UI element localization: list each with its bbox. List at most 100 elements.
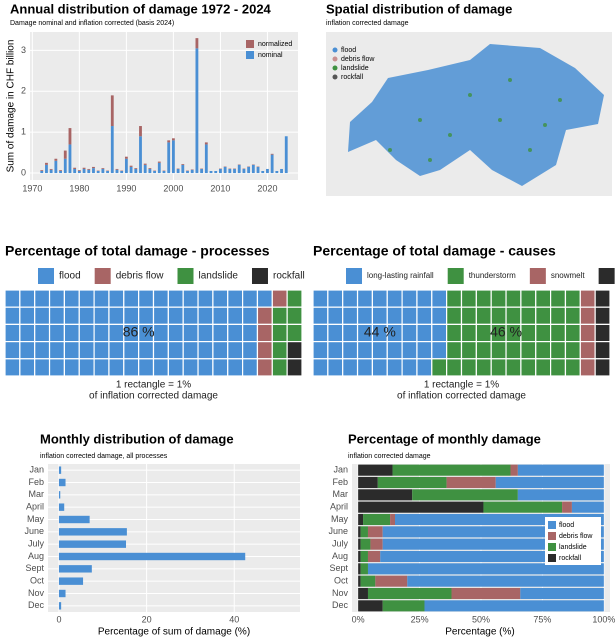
waffle-cell <box>286 341 303 360</box>
bar-segment <box>360 550 368 563</box>
bar <box>54 160 58 174</box>
waffle-cell <box>416 306 433 326</box>
bar-segment <box>360 575 376 587</box>
bar <box>280 168 283 174</box>
waffle-cell <box>505 289 522 308</box>
bar <box>110 126 114 174</box>
waffle-cell <box>327 323 344 343</box>
bar <box>115 169 119 174</box>
waffle-cell <box>475 341 492 360</box>
y-tick-label: Dec <box>28 600 45 610</box>
waffle-cell <box>564 323 581 343</box>
waffle-cell <box>356 289 373 308</box>
waffle-cell <box>564 341 581 360</box>
y-tick-label: Jan <box>333 465 348 475</box>
waffle-cell <box>227 289 244 308</box>
y-tick-label: 0 <box>21 167 26 177</box>
bar <box>181 164 185 165</box>
bar-segment <box>395 513 604 526</box>
waffle-cell <box>167 358 184 377</box>
waffle-cell <box>431 341 448 360</box>
waffle-cell <box>138 341 155 360</box>
x-tick-label: 2000 <box>163 183 183 193</box>
waffle-cell <box>286 306 303 326</box>
waffle-cell <box>63 289 80 308</box>
legend-label: rockfall <box>341 74 364 81</box>
waffle-cell <box>63 323 80 343</box>
bar <box>171 140 175 174</box>
waffle-cell <box>182 289 199 308</box>
bar <box>92 166 95 169</box>
bar <box>58 466 62 474</box>
map-texture <box>388 78 562 162</box>
bar <box>195 38 199 49</box>
legend-swatch <box>548 521 556 529</box>
bar <box>115 168 119 170</box>
waffle-cell <box>271 358 288 377</box>
waffle-cell <box>93 341 110 360</box>
waffle-cell <box>371 306 388 326</box>
value-label: 46 % <box>490 324 522 340</box>
waffle-cell <box>386 289 403 308</box>
waffle-cell <box>48 323 65 343</box>
bar <box>124 156 128 159</box>
x-tick-label: 20 <box>142 614 152 624</box>
waffle-cell <box>108 358 125 377</box>
x-axis-label: Percentage of sum of damage (%) <box>98 627 250 638</box>
bar <box>148 168 152 169</box>
waffle-cell <box>212 289 229 308</box>
bar <box>63 150 67 159</box>
legend-swatch <box>38 268 54 284</box>
waffle-cell <box>594 306 611 326</box>
waffle-cell <box>242 341 259 360</box>
bar-segment <box>451 587 521 600</box>
caption: of inflation corrected damage <box>89 391 218 402</box>
chart-subtitle: inflation corrected damage <box>348 453 431 460</box>
legend-label: flood <box>559 522 574 529</box>
bar-segment <box>571 501 604 513</box>
waffle-cell <box>152 306 169 326</box>
bar <box>101 168 105 174</box>
waffle-cell <box>63 358 80 377</box>
y-axis-label: Sum of damage in CHF billion <box>6 40 17 173</box>
bar-segment <box>517 464 604 476</box>
waffle-cell <box>19 341 36 360</box>
legend-label: landslide <box>341 65 369 72</box>
waffle-cell <box>197 306 214 326</box>
waffle-cell <box>549 306 567 326</box>
waffle-cell <box>475 306 492 326</box>
waffle-cell <box>416 323 433 343</box>
waffle-cell <box>123 306 140 326</box>
bar <box>129 166 133 174</box>
y-tick-label: Nov <box>28 588 45 598</box>
waffle-cell <box>138 306 155 326</box>
x-tick-label: 2020 <box>257 183 277 193</box>
bar <box>204 144 208 174</box>
bar <box>45 164 48 174</box>
bar <box>237 164 241 174</box>
bar <box>58 552 246 561</box>
legend-marker <box>332 47 338 53</box>
waffle-cell <box>4 341 21 360</box>
x-tick-label: 0% <box>352 614 365 624</box>
waffle-cell <box>108 341 125 360</box>
bar-segment <box>363 513 391 526</box>
waffle-cell <box>271 341 288 360</box>
caption: of inflation corrected damage <box>397 391 526 402</box>
y-tick-label: 1 <box>21 127 26 137</box>
waffle-cell <box>520 358 537 377</box>
waffle-cell <box>327 306 344 326</box>
caption: 1 rectangle = 1% <box>116 380 191 391</box>
waffle-cell <box>431 289 448 308</box>
legend-swatch <box>251 268 268 284</box>
bar <box>101 168 105 169</box>
bar <box>96 171 100 174</box>
waffle-cell <box>48 341 65 360</box>
waffle-cell <box>286 289 303 308</box>
waffle-cell <box>212 323 229 343</box>
waffle-cell <box>594 358 611 377</box>
waffle-cell <box>242 306 259 326</box>
bar <box>228 168 232 174</box>
waffle-cell <box>520 289 537 308</box>
waffle-cell <box>93 306 110 326</box>
